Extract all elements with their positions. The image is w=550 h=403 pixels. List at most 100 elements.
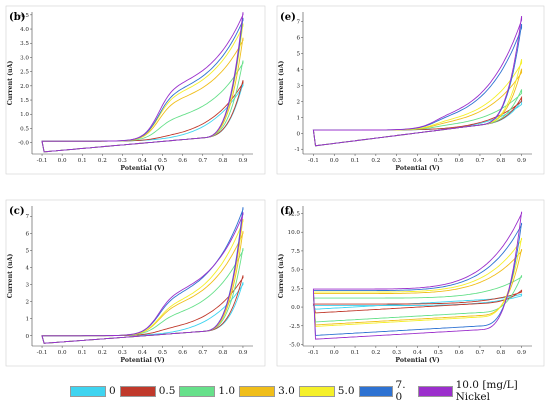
x-tick-label: 0.8 [218,158,227,164]
legend: 0 0.5 1.0 3.0 5.0 7. 0 10.0 [mg/L] Nickel [70,379,550,403]
legend-item: 3.0 [239,385,295,397]
y-tick-label: 1 [25,317,29,323]
y-tick-label: 2.0 [20,84,29,90]
panel-frame [5,5,266,175]
legend-label: 5.0 [337,385,355,397]
series-line-0 [312,293,523,310]
y-tick-label: 4.5 [20,13,29,19]
series-line-10-0 [41,12,244,153]
series-line-5-0 [312,237,523,327]
legend-label: 0.5 [158,385,176,397]
x-tick-label: 0.1 [351,158,360,164]
legend-swatch [358,385,393,397]
panel-label: (c) [9,206,25,217]
x-tick-label: 0.5 [158,350,167,356]
y-tick-label: 3.0 [20,55,29,61]
y-axis-label: Current (uA) [278,61,285,106]
x-tick-label: 0.8 [496,350,505,356]
y-tick-label: 1.0 [20,112,29,118]
x-tick-label: 0.9 [239,350,248,356]
legend-item: 7. 0 [358,379,415,403]
panel-2: (c) -0.1 0.0 0.1 0.2 0.3 0.4 0.5 0.6 0.7 0.8 0.9 0 1 2… [5,199,266,367]
x-tick-label: 0.2 [98,158,107,164]
x-tick-label: 0.0 [330,350,339,356]
y-tick-label: 2.5 [291,286,300,292]
y-tick-label: 7.5 [291,249,300,255]
y-axis-label: Current (uA) [7,61,14,106]
y-tick-label: 5 [25,248,29,254]
legend-swatch [418,385,453,397]
x-tick-label: 0.7 [198,350,207,356]
panel-label: (b) [9,12,25,23]
x-tick-label: 0.7 [198,158,207,164]
series-line-10-0 [312,15,523,147]
y-tick-label: 0 [296,131,300,137]
panel-label: (e) [280,12,296,23]
x-tick-label: 0.4 [413,350,422,356]
legend-swatch [298,385,335,397]
x-tick-label: 0.4 [413,158,422,164]
y-tick-label: 0.0 [291,305,300,311]
series-line-1-0 [312,275,523,323]
y-tick-label: 12.5 [288,211,301,217]
x-tick-label: 0.0 [58,350,67,356]
series-line-10-0 [41,212,244,344]
y-tick-label: 2.5 [20,70,29,76]
y-tick-label: -5.0 [289,343,300,349]
x-tick-label: -0.1 [37,158,48,164]
series-line-10-0 [312,211,523,340]
legend-swatch [179,385,216,397]
x-tick-label: 0.5 [158,158,167,164]
y-tick-label: 5 [296,51,300,57]
x-tick-label: 0.3 [118,350,127,356]
legend-swatch [70,385,106,397]
y-tick-label: 2 [25,300,29,306]
x-tick-label: 0.1 [78,158,87,164]
panel-1: (e) -0.1 0.0 0.1 0.2 0.3 0.4 0.5 0.6 0.7 0.8 0.9 -1 0… [276,5,545,175]
x-tick-label: 0.3 [118,158,127,164]
x-tick-label: 0.7 [476,350,485,356]
x-tick-label: 0.0 [58,158,67,164]
y-tick-label: 4 [25,265,29,271]
x-tick-label: 0.7 [476,158,485,164]
legend-item: 5.0 [298,385,355,397]
x-tick-label: 0.4 [138,350,147,356]
x-tick-label: 0.8 [218,350,227,356]
x-tick-label: 0.1 [351,350,360,356]
y-tick-label: 1.5 [20,98,29,104]
legend-item: 10.0 [mg/L] Nickel [418,379,550,403]
x-tick-label: -0.1 [308,158,319,164]
x-tick-label: -0.1 [308,350,319,356]
legend-item: 0 [70,385,116,397]
y-tick-label: 4.0 [20,27,29,33]
legend-swatch [119,385,156,397]
x-tick-label: 0.2 [371,350,380,356]
y-tick-label: 10.0 [288,230,301,236]
panel-0: (b) -0.1 0.0 0.1 0.2 0.3 0.4 0.5 0.6 0.7 0.8 0.9 -0.… [5,5,266,175]
x-tick-label: 0.6 [178,350,187,356]
y-axis-label: Current (uA) [278,254,285,299]
panel-frame [276,5,545,175]
x-axis-label: Potential (V) [120,357,164,364]
x-tick-label: -0.1 [37,350,48,356]
y-tick-label: 0 [25,334,29,340]
x-tick-label: 0.5 [434,158,443,164]
x-tick-label: 0.2 [371,158,380,164]
y-tick-label: 6 [25,231,29,237]
legend-swatch [239,385,276,397]
legend-label: 10.0 [mg/L] Nickel [455,379,518,403]
x-tick-label: 0.6 [455,158,464,164]
panel-3: (f) -0.1 0.0 0.1 0.2 0.3 0.4 0.5 0.6 0.7 0.8 0.9 -5.… [276,199,545,367]
panel-label: (f) [280,206,294,217]
x-tick-label: 0.1 [78,350,87,356]
legend-label: 3.0 [278,385,295,397]
legend-label: 0 [109,385,116,397]
x-tick-label: 0.6 [178,158,187,164]
x-axis-label: Potential (V) [395,357,439,364]
x-axis-label: Potential (V) [120,165,164,172]
panel-frame [5,199,266,367]
legend-item: 0.5 [119,385,176,397]
y-tick-label: -0.0 [18,141,29,147]
